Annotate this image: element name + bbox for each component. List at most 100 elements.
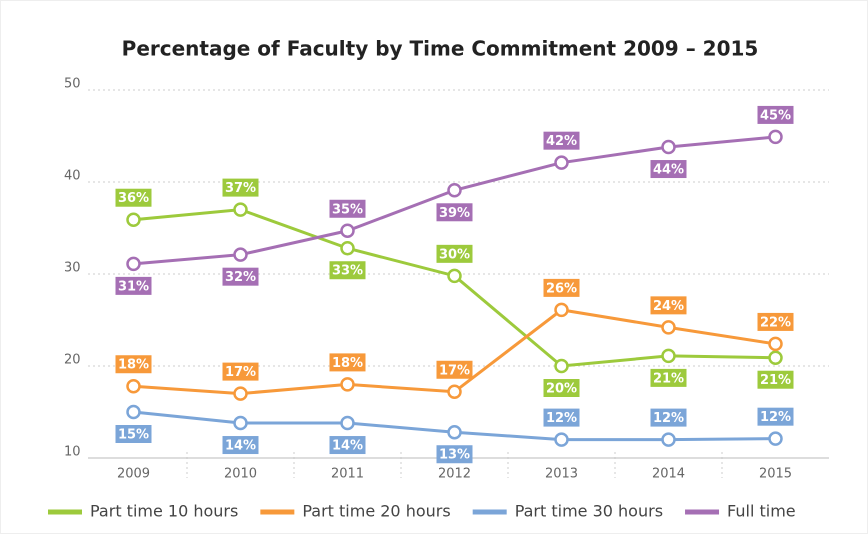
legend-label: Full time [727,502,796,521]
data-label: 35% [332,202,363,217]
data-label-bg [329,436,366,455]
data-label: 36% [118,191,149,206]
point-marker [554,432,569,447]
point-marker [233,386,248,401]
data-label-bg [436,445,473,464]
x-tick-label: 2009 [117,467,150,482]
point-marker [340,240,355,256]
data-label: 12% [546,411,577,426]
data-label-bg [650,368,687,387]
y-tick-label: 50 [64,77,81,92]
data-label: 37% [225,181,256,196]
data-label: 32% [225,270,256,285]
data-label: 18% [332,356,363,371]
data-label-bg [757,407,794,426]
data-label-bg [543,379,580,397]
data-label: 30% [439,247,470,262]
point-marker [340,377,355,392]
x-tick-label: 2012 [438,467,471,482]
point-marker [126,212,141,227]
point-marker [126,256,141,272]
point-marker [126,378,141,394]
data-label-bg [115,355,152,374]
x-tick-label: 2015 [759,467,792,482]
chart-title: Percentage of Faculty by Time Commitment… [122,37,759,61]
point-marker [126,404,141,420]
point-marker [233,247,248,262]
x-tick-label: 2014 [652,467,685,482]
data-label-bg [436,203,473,222]
data-label: 44% [653,163,684,178]
data-label-bg [222,178,259,197]
data-label-bg [757,312,794,331]
data-label-bg [115,188,152,207]
point-marker [340,415,355,431]
data-label: 17% [439,363,470,378]
x-tick-label: 2011 [331,467,364,482]
data-label: 15% [118,428,149,443]
data-label: 24% [653,299,684,314]
point-marker [447,268,462,284]
data-label-bg [650,160,687,179]
data-label-bg [329,353,366,372]
point-marker [340,223,355,239]
data-label-bg [115,425,152,443]
data-label: 14% [225,439,256,454]
data-label-bg [222,267,259,286]
y-tick-label: 40 [64,169,81,184]
legend-label: Part time 30 hours [515,502,663,521]
point-marker [661,139,676,155]
data-label: 18% [118,358,149,373]
data-label: 21% [760,373,791,388]
point-marker [768,129,783,145]
point-marker [447,424,462,440]
data-label: 17% [225,365,256,380]
point-marker [447,384,462,400]
data-label: 12% [653,411,684,426]
data-label: 31% [118,279,149,294]
data-label-bg [436,244,473,263]
data-label: 22% [760,315,791,330]
data-label-bg [757,370,794,389]
data-label-bg [115,276,152,295]
data-label-bg [650,408,687,427]
point-marker [233,415,248,431]
data-label: 39% [439,206,470,221]
point-marker [661,432,676,447]
data-label-bg [543,408,580,427]
point-marker [768,336,783,352]
y-tick-label: 10 [64,445,81,460]
point-marker [554,358,569,374]
data-label-bg [329,199,366,218]
data-label: 45% [760,108,791,123]
legend-label: Part time 20 hours [302,502,450,521]
x-tick-label: 2010 [224,467,257,482]
data-label-bg [543,278,580,297]
data-label: 14% [332,439,363,454]
data-label: 42% [546,134,577,149]
point-marker [554,155,569,170]
y-tick-label: 20 [64,353,81,368]
point-marker [554,302,569,318]
point-marker [661,348,676,364]
point-marker [447,183,462,198]
point-marker [233,202,248,217]
point-marker [661,320,676,335]
data-label-bg [222,436,259,455]
data-label: 12% [760,410,791,425]
data-label-bg [650,296,687,315]
data-label-bg [436,360,473,379]
data-label-bg [222,362,259,381]
data-label: 21% [653,371,684,386]
data-label: 13% [439,448,470,463]
data-label: 20% [546,382,577,397]
data-label-bg [543,131,580,150]
point-marker [768,431,783,446]
x-tick-label: 2013 [545,467,578,482]
data-label: 33% [332,264,363,279]
point-marker [768,350,783,365]
data-label-bg [329,261,366,280]
data-label: 26% [546,281,577,296]
